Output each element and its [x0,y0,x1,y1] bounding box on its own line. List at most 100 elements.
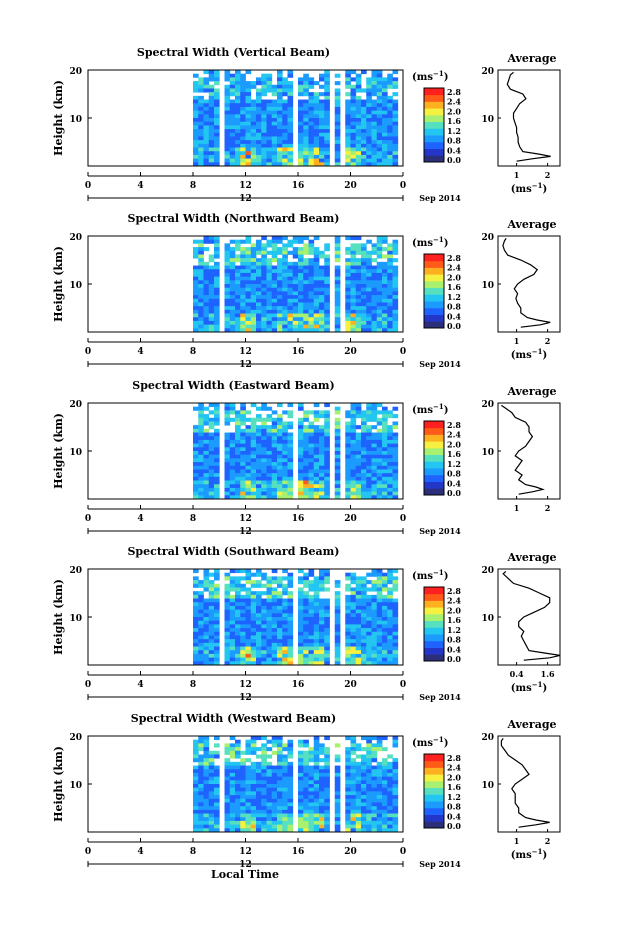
x-tick-label: 20 [344,680,357,690]
heatmap-cell [350,99,357,104]
heatmap-cell [376,247,383,252]
heatmap-cell [235,487,241,493]
average-y-tick-label: 20 [481,400,494,410]
heatmap-cell [392,239,399,244]
heatmap-cell [345,624,351,629]
heatmap-cell [271,473,278,478]
heatmap-cell [345,421,351,426]
heatmap-cell [355,806,362,811]
heatmap-cell [350,802,357,807]
heatmap-cell [345,328,351,333]
heatmap-cell [266,320,273,326]
heatmap-cell [245,236,252,241]
heatmap-cell [298,261,304,266]
heatmap-cell [361,88,367,93]
heatmap-cell [208,624,215,629]
heatmap-cell [282,772,288,778]
heatmap-cell [203,140,210,145]
heatmap-cell [303,236,309,241]
heatmap-cell [193,642,199,647]
heatmap-cell [229,743,236,748]
heatmap-cell [361,487,367,493]
heatmap-cell [361,780,367,785]
heatmap-cell [193,780,199,785]
heatmap-cell [392,406,399,411]
heatmap-cell [387,414,393,419]
heatmap-cell [245,265,252,270]
heatmap-cell [319,598,325,603]
heatmap-cell [303,140,309,145]
heatmap-cell [382,287,388,292]
heatmap-cell [266,661,273,666]
heatmap-cell [245,613,252,618]
heatmap-cell [308,605,315,611]
heatmap-cell [313,114,320,119]
heatmap-cell [324,605,330,611]
heatmap-cell [308,265,315,270]
heatmap-cell [298,828,304,833]
heatmap-cell [334,162,341,167]
heatmap-cell [235,754,241,759]
heatmap-cell [229,824,236,829]
heatmap-cell [334,754,341,759]
heatmap-cell [245,609,252,614]
heatmap-cell [203,484,210,489]
date-axis-label: 12 [239,527,252,537]
heatmap-cell [240,73,246,78]
heatmap-cell [277,598,283,603]
heatmap-cell [313,480,320,485]
heatmap-cell [376,661,383,666]
heatmap-cell [271,465,278,470]
heatmap-cell [387,657,393,662]
heatmap-cell [250,787,257,792]
heatmap-cell [277,650,283,655]
heatmap-cell [355,784,362,789]
heatmap-cell [282,317,288,322]
heatmap-cell [392,443,399,448]
heatmap-cell [250,125,257,130]
heatmap-cell [271,125,278,130]
heatmap-cell [361,291,367,296]
heatmap-cell [350,491,357,496]
heatmap-cell [229,657,236,662]
heatmap-cell [303,287,309,292]
heatmap-cell [319,772,325,778]
heatmap-cell [392,480,399,485]
heatmap-cell [319,428,325,433]
heatmap-cell [324,487,330,493]
heatmap-cell [371,458,378,463]
heatmap-cell [277,495,283,500]
heatmap-cell [313,121,320,126]
heatmap-cell [345,272,351,278]
heatmap-cell [361,284,367,289]
heatmap-cell [355,620,362,625]
heatmap-cell [261,602,267,607]
heatmap-cell [298,631,304,636]
unit-exp: −1 [532,847,543,856]
heatmap-cell [245,580,252,585]
heatmap-cell [224,469,231,474]
heatmap-cell [282,118,288,123]
heatmap-cell [266,432,273,437]
heatmap-cell [371,580,378,585]
colorbar-swatch [424,481,444,489]
heatmap-cell [350,406,357,411]
heatmap-cell [256,95,262,100]
heatmap-cell [193,487,199,493]
heatmap-cell [198,436,204,441]
heatmap-cell [355,129,362,134]
heatmap-cell [282,272,288,278]
heatmap-cell [271,320,278,326]
heatmap-cell [319,657,325,662]
heatmap-cell [334,458,341,463]
heatmap-cell [324,776,330,781]
heatmap-cell [371,313,378,318]
heatmap-cell [203,639,210,644]
heatmap-cell [282,620,288,625]
heatmap-cell [361,106,367,112]
heatmap-cell [319,631,325,636]
heatmap-cell [240,635,246,640]
heatmap-cell [193,158,199,163]
heatmap-cell [208,776,215,781]
heatmap-cell [235,631,241,636]
